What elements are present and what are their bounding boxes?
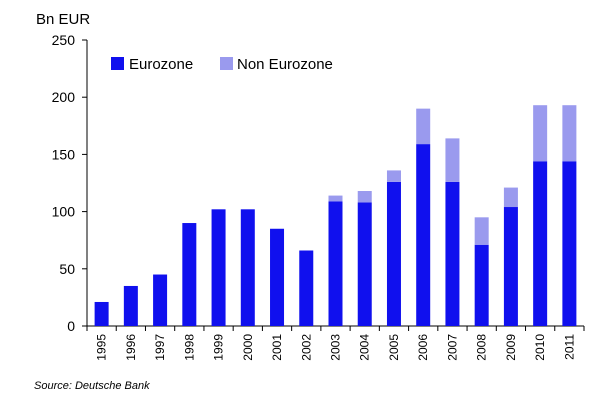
x-tick-label: 2007: [445, 334, 459, 361]
x-tick-label: 1999: [212, 334, 226, 361]
legend-label: Non Eurozone: [237, 56, 333, 73]
x-tick-label: 2002: [299, 334, 313, 361]
source-note: Source: Deutsche Bank: [34, 380, 150, 392]
y-tick-label: 0: [67, 318, 75, 334]
bar-non-eurozone: [503, 187, 518, 208]
y-axis-title: Bn EUR: [36, 11, 90, 28]
bar-eurozone: [357, 202, 372, 326]
bar-non-eurozone: [357, 191, 372, 203]
bar-non-eurozone: [533, 105, 548, 162]
bar-non-eurozone: [386, 170, 401, 182]
bar-eurozone: [533, 161, 548, 326]
bar-eurozone: [240, 209, 255, 326]
bar-eurozone: [270, 228, 285, 326]
legend-swatch: [111, 57, 124, 70]
x-tick-label: 2005: [387, 334, 401, 361]
bar-eurozone: [445, 181, 460, 326]
legend-swatch: [220, 57, 233, 70]
x-tick-label: 2003: [329, 334, 343, 361]
x-tick-label: 1997: [153, 334, 167, 361]
bar-non-eurozone: [562, 105, 577, 162]
x-axis: 1995 1996 1997 1998 1999 2000 2001 2002 2003 2004…: [86, 325, 585, 361]
bar-eurozone: [94, 301, 109, 326]
y-tick-label: 50: [59, 261, 75, 277]
x-tick-label: 2004: [358, 334, 372, 361]
y-tick-label: 100: [52, 204, 76, 220]
y-tick-label: 250: [52, 32, 76, 48]
bar-eurozone: [386, 181, 401, 326]
bar-eurozone: [153, 274, 168, 326]
x-tick-label: 2000: [241, 334, 255, 361]
bar-eurozone: [182, 223, 197, 326]
y-tick-label: 150: [52, 146, 76, 162]
y-tick-label: 200: [52, 89, 76, 105]
bar-eurozone: [328, 201, 343, 326]
legend: Eurozone Non Eurozone: [111, 56, 333, 73]
x-tick-label: 1996: [124, 334, 138, 361]
bar-eurozone: [503, 207, 518, 326]
x-tick-label: 2011: [562, 334, 576, 360]
x-tick-label: 2009: [504, 334, 518, 361]
x-tick-label: 1998: [182, 334, 196, 361]
bars: [94, 105, 577, 326]
x-tick-label: 2001: [270, 334, 284, 361]
bar-eurozone: [416, 144, 431, 326]
bar-eurozone: [123, 285, 138, 326]
bar-eurozone: [474, 244, 489, 326]
bar-non-eurozone: [416, 108, 431, 145]
bar-non-eurozone: [445, 138, 460, 182]
bar-eurozone: [562, 161, 577, 326]
bar-eurozone: [211, 209, 226, 326]
x-tick-label: 2006: [416, 334, 430, 361]
x-tick-label: 2010: [533, 334, 547, 361]
x-tick-label: 2008: [475, 334, 489, 361]
legend-label: Eurozone: [129, 56, 193, 73]
y-axis: 0 50 100 150 200 250: [52, 32, 88, 334]
bar-non-eurozone: [474, 217, 489, 245]
bar-eurozone: [299, 250, 314, 326]
x-tick-label: 1995: [95, 334, 109, 361]
bar-non-eurozone: [328, 195, 343, 202]
